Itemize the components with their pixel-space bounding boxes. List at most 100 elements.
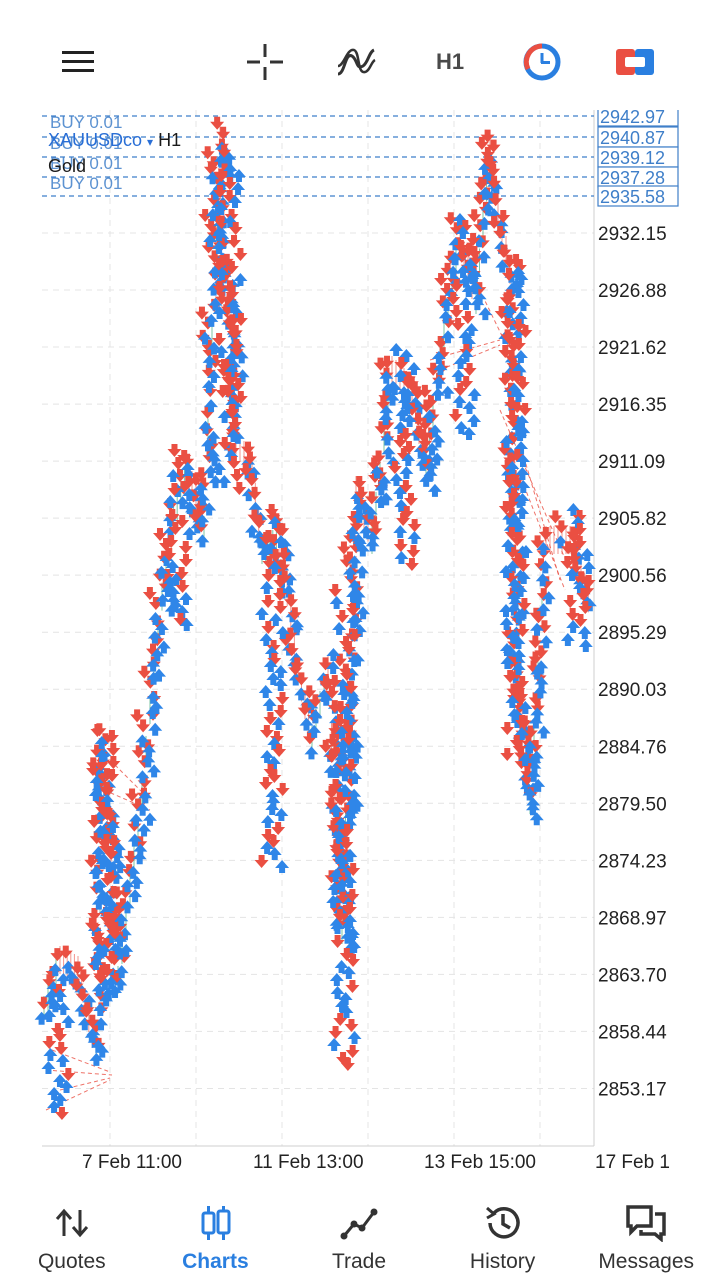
sell-deal-arrow[interactable] [106,756,121,769]
sell-deal-arrow[interactable] [514,747,529,761]
buy-deal-arrow[interactable] [347,579,362,593]
buy-deal-arrow[interactable] [226,299,241,312]
sell-deal-arrow[interactable] [266,510,281,523]
buy-deal-arrow[interactable] [103,932,118,946]
sell-deal-arrow[interactable] [411,412,426,426]
sell-deal-arrow[interactable] [109,969,124,983]
sell-deal-arrow[interactable] [198,209,213,223]
buy-deal-arrow[interactable] [100,794,115,807]
sell-deal-arrow[interactable] [417,384,432,398]
buy-deal-arrow[interactable] [529,750,544,764]
sell-deal-arrow[interactable] [272,523,287,536]
buy-deal-arrow[interactable] [108,984,123,998]
buy-deal-arrow[interactable] [507,591,522,604]
buy-deal-arrow[interactable] [346,589,361,602]
sell-deal-arrow[interactable] [267,534,282,548]
sell-deal-arrow[interactable] [502,254,517,268]
sell-deal-arrow[interactable] [273,575,288,588]
sell-deal-arrow[interactable] [115,898,130,912]
sell-deal-arrow[interactable] [504,507,519,521]
buy-deal-arrow[interactable] [378,411,393,425]
sell-deal-arrow[interactable] [497,442,512,456]
sell-deal-arrow[interactable] [520,772,535,786]
sell-deal-arrow[interactable] [318,739,333,753]
sell-deal-arrow[interactable] [201,364,216,378]
buy-deal-arrow[interactable] [97,944,112,957]
buy-deal-arrow[interactable] [416,450,431,464]
buy-deal-arrow[interactable] [93,824,108,838]
sell-deal-arrow[interactable] [258,777,273,790]
sell-deal-arrow[interactable] [175,580,190,593]
sell-deal-arrow[interactable] [85,1014,100,1028]
buy-deal-arrow[interactable] [446,265,461,279]
buy-deal-arrow[interactable] [150,648,165,662]
buy-deal-arrow[interactable] [431,350,446,364]
sell-deal-arrow[interactable] [95,802,110,815]
buy-deal-arrow[interactable] [273,678,288,691]
buy-deal-arrow[interactable] [471,234,486,248]
sell-deal-arrow[interactable] [324,797,339,811]
sell-deal-arrow[interactable] [319,675,334,689]
buy-deal-arrow[interactable] [120,879,135,893]
buy-deal-arrow[interactable] [424,460,439,474]
sell-deal-arrow[interactable] [347,629,362,642]
sell-deal-arrow[interactable] [86,763,101,776]
buy-deal-arrow[interactable] [336,752,351,765]
buy-deal-arrow[interactable] [53,1093,68,1106]
buy-deal-arrow[interactable] [572,581,587,594]
sell-deal-arrow[interactable] [515,624,530,637]
buy-deal-arrow[interactable] [195,534,210,548]
buy-deal-arrow[interactable] [94,1017,109,1031]
buy-deal-arrow[interactable] [304,746,319,760]
buy-deal-arrow[interactable] [511,636,526,649]
buy-deal-arrow[interactable] [84,1029,99,1043]
sell-deal-arrow[interactable] [330,844,345,857]
buy-deal-arrow[interactable] [135,734,150,748]
sell-deal-arrow[interactable] [474,136,489,150]
buy-deal-arrow[interactable] [326,895,341,908]
buy-deal-arrow[interactable] [148,722,163,736]
crosshair-button[interactable] [239,36,291,88]
sell-deal-arrow[interactable] [332,653,347,667]
buy-deal-arrow[interactable] [452,395,467,408]
buy-deal-arrow[interactable] [484,190,499,204]
sell-deal-arrow[interactable] [453,240,468,253]
buy-deal-arrow[interactable] [365,531,380,545]
sell-deal-arrow[interactable] [423,394,438,408]
buy-deal-arrow[interactable] [203,465,218,479]
sell-deal-arrow[interactable] [242,451,257,465]
sell-deal-arrow[interactable] [474,177,489,191]
buy-deal-arrow[interactable] [212,241,227,254]
sell-deal-arrow[interactable] [90,744,105,758]
buy-deal-arrow[interactable] [501,539,516,552]
buy-deal-arrow[interactable] [518,545,533,558]
sell-deal-arrow[interactable] [507,415,522,429]
buy-deal-arrow[interactable] [327,882,342,895]
buy-deal-arrow[interactable] [155,593,170,607]
buy-deal-arrow[interactable] [149,700,164,714]
buy-deal-arrow[interactable] [355,543,370,557]
buy-deal-arrow[interactable] [478,161,493,175]
buy-deal-arrow[interactable] [207,265,222,279]
buy-deal-arrow[interactable] [212,462,227,475]
buy-deal-arrow[interactable] [455,226,470,239]
buy-deal-arrow[interactable] [212,306,227,319]
sell-deal-arrow[interactable] [567,530,582,543]
buy-deal-arrow[interactable] [214,267,229,280]
sell-deal-arrow[interactable] [104,847,119,860]
sell-deal-arrow[interactable] [403,493,418,506]
buy-deal-arrow[interactable] [343,875,358,888]
sell-deal-arrow[interactable] [504,496,519,510]
sell-deal-arrow[interactable] [254,855,269,868]
buy-deal-arrow[interactable] [506,602,521,616]
buy-deal-arrow[interactable] [389,473,404,486]
sell-deal-arrow[interactable] [99,938,114,951]
sell-deal-arrow[interactable] [171,457,186,470]
sell-deal-arrow[interactable] [143,675,158,689]
sell-deal-arrow[interactable] [342,725,357,739]
sell-deal-arrow[interactable] [511,477,526,491]
buy-deal-arrow[interactable] [387,382,402,395]
sell-deal-arrow[interactable] [261,621,276,634]
buy-deal-arrow[interactable] [206,369,221,383]
sell-deal-arrow[interactable] [75,988,90,1002]
